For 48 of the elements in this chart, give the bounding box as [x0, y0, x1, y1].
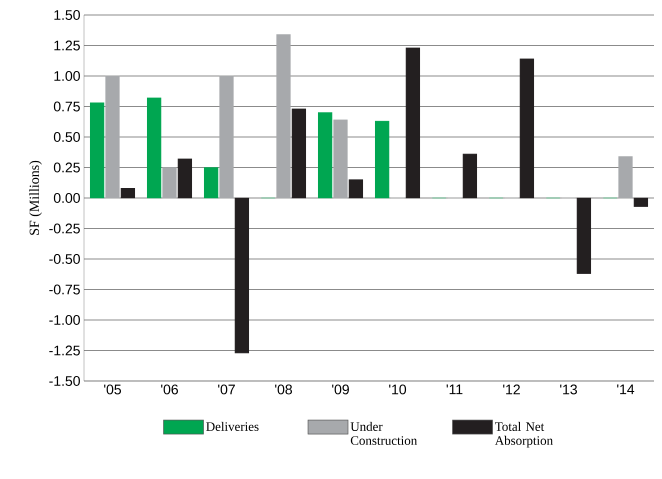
bar	[618, 156, 633, 198]
x-tick-label: '11	[446, 384, 462, 394]
x-tick-label: '13	[560, 384, 577, 394]
x-tick-label: '07	[218, 384, 235, 394]
x-tick-label: '08	[275, 384, 292, 394]
bar	[318, 112, 332, 198]
bar	[462, 154, 478, 198]
bar	[234, 198, 250, 354]
y-tick-label: -1.50	[49, 376, 80, 386]
y-tick-label: 1.50	[54, 10, 80, 20]
y-tick-label: -1.00	[49, 315, 80, 325]
bar	[333, 120, 348, 198]
y-tick-label: 1.00	[54, 71, 80, 81]
bar	[178, 158, 192, 198]
y-tick-label: 0.25	[54, 162, 80, 172]
y-tick-label: -0.25	[49, 224, 80, 234]
bar	[105, 76, 120, 198]
bar	[120, 188, 136, 198]
x-tick-label: '06	[161, 384, 178, 394]
x-tick-label: '05	[104, 384, 122, 394]
bar	[374, 120, 390, 198]
y-tick-label: 0.75	[54, 102, 80, 112]
x-tick-label: '14	[617, 384, 634, 394]
bar	[348, 179, 364, 198]
x-tick-label: '10	[389, 384, 406, 394]
bar	[146, 98, 162, 198]
y-tick-label: -1.25	[49, 346, 80, 356]
bar	[162, 167, 177, 198]
y-axis-title: SF (Millions)	[29, 160, 42, 235]
y-tick-label: 1.25	[54, 40, 80, 50]
legend-label: Under Construction	[350, 422, 418, 445]
bar	[520, 58, 534, 198]
y-tick-label: 0.00	[54, 193, 80, 203]
y-tick-label: -0.75	[49, 284, 80, 294]
legend-label: Deliveries	[206, 422, 259, 431]
bar	[276, 34, 291, 198]
bar	[634, 198, 648, 207]
bar	[292, 108, 306, 198]
x-tick-label: '12	[503, 384, 520, 394]
bar	[219, 76, 234, 198]
x-tick-label: '09	[332, 384, 349, 394]
bar	[90, 102, 104, 198]
bar	[204, 167, 218, 198]
y-tick-label: -0.50	[49, 254, 80, 264]
legend-label: Total Net Absorption	[494, 422, 553, 448]
bar	[576, 198, 592, 274]
y-tick-label: 0.50	[54, 132, 80, 142]
bar	[406, 48, 420, 198]
